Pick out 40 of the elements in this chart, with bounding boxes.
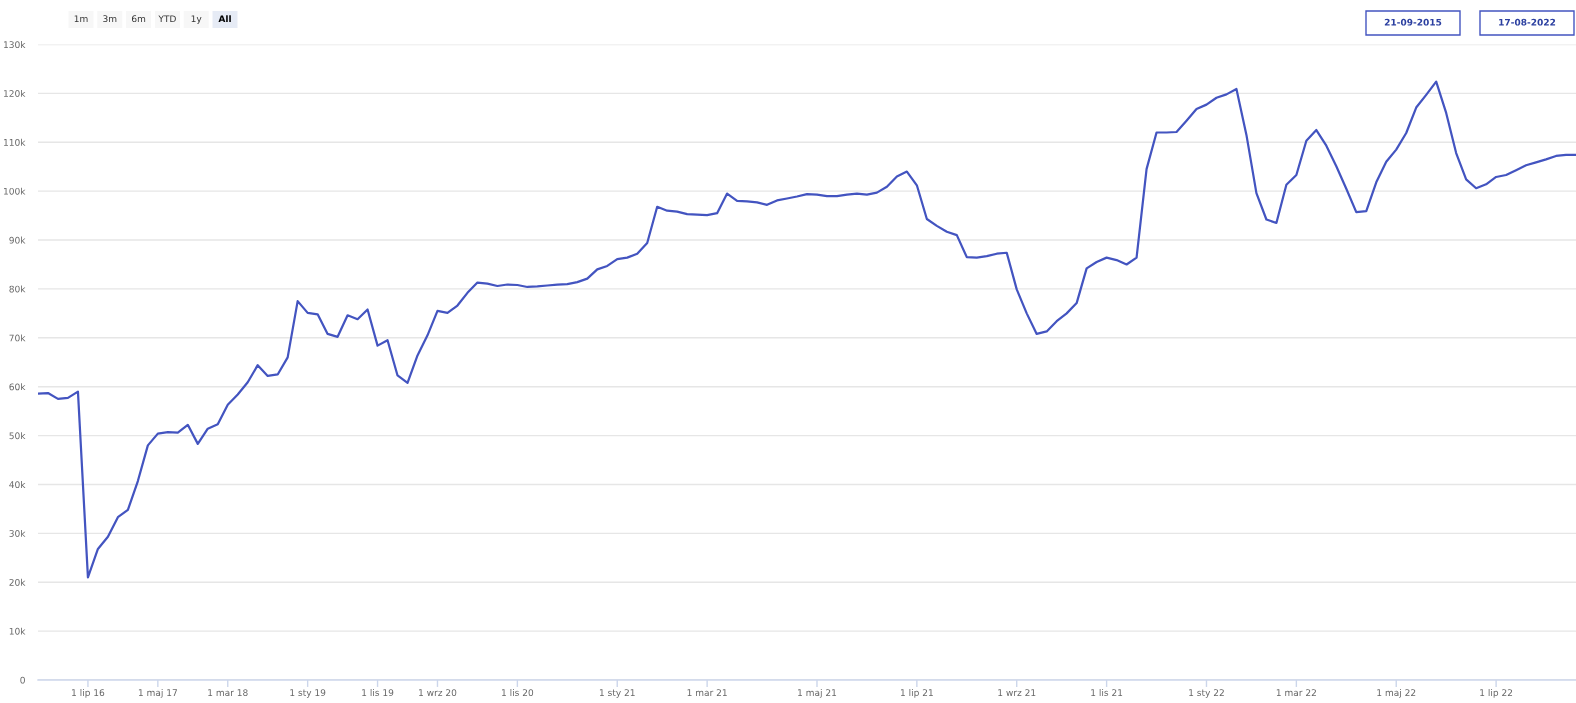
text: 17-08-2022 [1499, 18, 1556, 26]
x-tick-label: 1 lis 21 [1091, 689, 1123, 697]
text: 1y [191, 15, 202, 24]
x-tick-label: 1 mar 22 [1276, 689, 1316, 697]
text: 3m [103, 15, 117, 23]
line-series [38, 80, 1576, 579]
text: YTD [158, 15, 176, 22]
x-tick-label: 1 maj 21 [798, 689, 837, 698]
y-tick-label: 90k [9, 236, 26, 244]
y-tick-label: 110k [4, 138, 26, 146]
y-tick-label: 0 [20, 676, 25, 684]
y-tick-label: 100k [4, 187, 26, 195]
y-tick-label: 80k [9, 285, 26, 293]
y-tick-label: 130k [4, 41, 26, 49]
y-tick-label: 50k [9, 432, 26, 440]
x-tick-label: 1 lip 22 [1480, 689, 1513, 698]
y-tick-label: 30k [9, 529, 26, 537]
text: 6m [131, 15, 146, 23]
x-tick-label: 1 sty 21 [599, 689, 635, 698]
x-tick-label: 1 sty 19 [290, 689, 326, 698]
text: 21-09-2015 [1384, 18, 1442, 26]
y-tick-label: 60k [9, 383, 26, 391]
x-tick-label: 1 mar 21 [687, 689, 727, 697]
text: 1m [74, 15, 88, 22]
x-tick-label: 1 lip 16 [72, 689, 105, 698]
y-tick-label: 70k [9, 334, 26, 342]
y-tick-label: 120k [4, 89, 26, 97]
x-tick-label: 1 lis 19 [362, 689, 394, 697]
x-tick-label: 1 sty 22 [1189, 689, 1224, 698]
text: All [218, 15, 231, 22]
x-tick-label: 1 maj 22 [1377, 689, 1416, 698]
y-tick-label: 10k [9, 627, 26, 635]
y-tick-label: 40k [9, 481, 26, 489]
x-tick-label: 1 lip 21 [900, 689, 933, 698]
x-tick-label: 1 maj 17 [138, 689, 177, 698]
y-tick-label: 20k [9, 578, 26, 586]
x-tick-label: 1 wrz 20 [419, 689, 457, 697]
x-tick-label: 1 wrz 21 [998, 689, 1036, 696]
x-tick-label: 1 lis 20 [502, 689, 534, 697]
x-tick-label: 1 mar 18 [208, 689, 248, 697]
